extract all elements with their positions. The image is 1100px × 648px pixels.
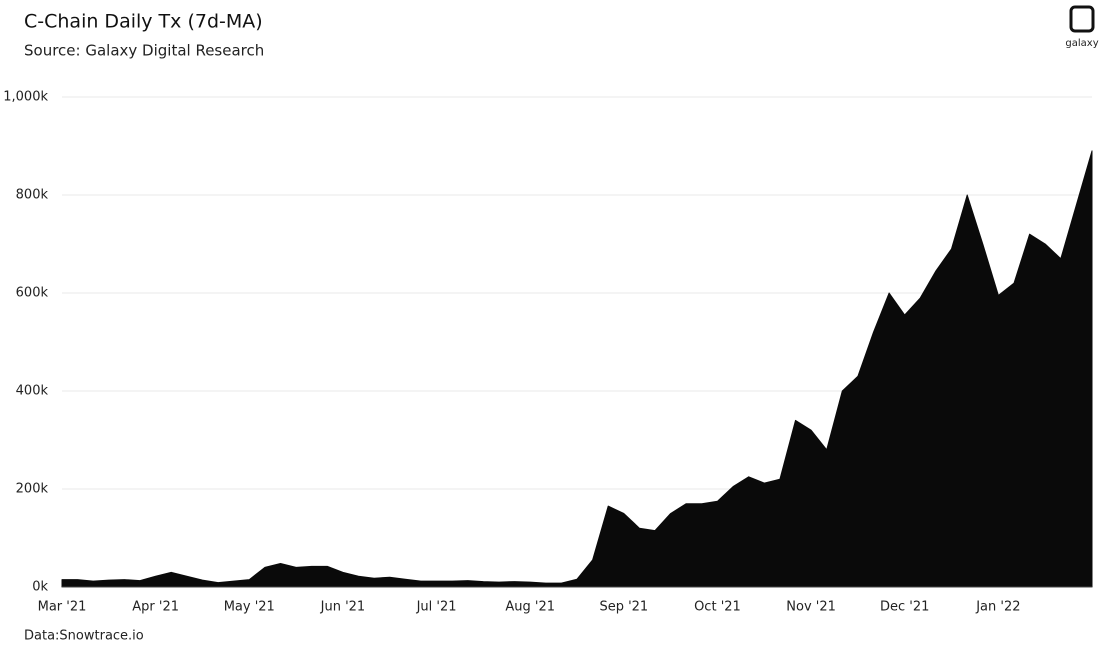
logo-icon	[1069, 5, 1095, 33]
logo-text: galaxy	[1065, 38, 1098, 49]
x-tick-label: Oct '21	[694, 600, 741, 615]
y-tick-label: 800k	[16, 188, 49, 203]
x-tick-label: Jan '22	[975, 600, 1020, 615]
area	[61, 150, 1093, 588]
source-note: Data:Snowtrace.io	[24, 629, 144, 644]
x-tick-label: May '21	[224, 600, 275, 615]
x-tick-label: Nov '21	[786, 600, 836, 615]
y-tick-label: 1,000k	[3, 90, 48, 105]
y-tick-label: 0k	[32, 580, 48, 595]
x-tick-label: Mar '21	[38, 600, 87, 615]
y-tick-label: 200k	[16, 482, 49, 497]
x-tick-label: Dec '21	[880, 600, 929, 615]
chart-title: C-Chain Daily Tx (7d-MA)	[24, 11, 263, 33]
x-tick-label: Jul '21	[416, 600, 457, 615]
x-tick-label: Apr '21	[132, 600, 179, 615]
y-tick-label: 600k	[16, 286, 49, 301]
x-tick-label: Aug '21	[505, 600, 555, 615]
chart-subtitle: Source: Galaxy Digital Research	[24, 42, 264, 60]
x-tick-label: Sep '21	[599, 600, 648, 615]
y-tick-label: 400k	[16, 384, 49, 399]
x-tick-label: Jun '21	[320, 600, 366, 615]
